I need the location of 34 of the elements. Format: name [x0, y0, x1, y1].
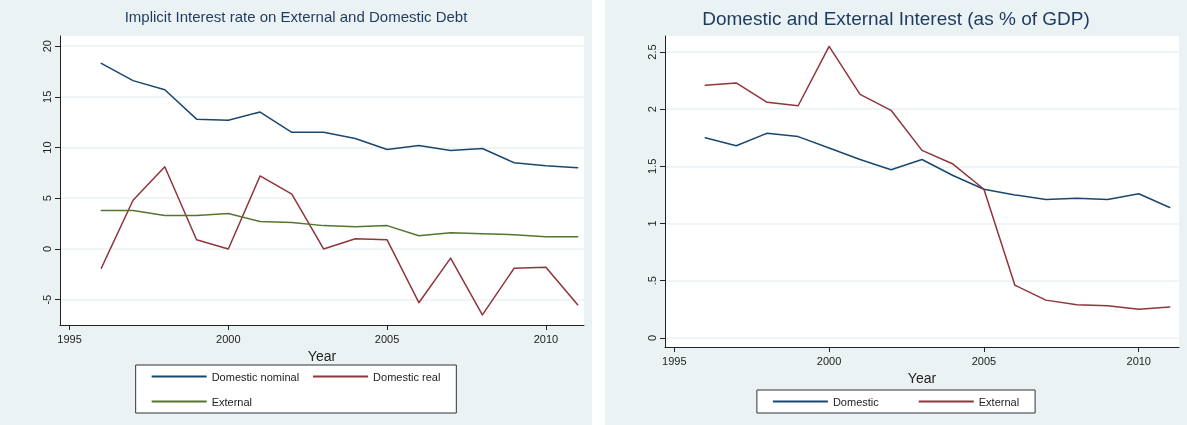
line-series	[704, 45, 1171, 311]
x-tick-label: 2010	[1126, 354, 1151, 367]
y-tick-label: 1.5	[645, 158, 658, 174]
line-series	[100, 209, 579, 238]
x-tick-label: 2000	[816, 354, 842, 367]
legend-label: Domestic nominal	[211, 370, 300, 383]
x-axis-title: Year	[307, 347, 337, 364]
x-tick-label: 2000	[216, 332, 241, 345]
x-tick-label: 2005	[374, 332, 400, 345]
legend-label: Domestic	[832, 395, 880, 408]
x-tick-label: 1995	[57, 332, 82, 345]
legend-label: Domestic real	[373, 370, 441, 383]
y-tick-label: 10	[40, 141, 53, 154]
y-tick-label: 0	[40, 245, 53, 253]
y-tick-label: 0	[645, 334, 658, 341]
y-tick-label: 15	[40, 90, 53, 103]
y-tick-label: 2.5	[645, 44, 658, 60]
x-tick-label: 2010	[533, 332, 559, 345]
line-series	[100, 62, 579, 169]
line-series	[704, 132, 1171, 209]
chart-title: Implicit Interest rate on External and Domestic Debt	[124, 8, 469, 25]
y-tick-label: 5	[40, 195, 53, 202]
y-tick-label: 1	[645, 220, 658, 227]
legend-label: External	[978, 395, 1020, 408]
y-tick-label: 20	[40, 40, 53, 53]
x-tick-label: 2005	[971, 354, 997, 367]
legend-label: External	[211, 395, 253, 408]
x-tick-label: 1995	[662, 354, 687, 367]
y-tick-label: 2	[645, 106, 658, 113]
y-tick-label: .5	[645, 276, 658, 286]
chart-title: Domestic and External Interest (as % of GDP)	[702, 8, 1090, 29]
x-axis-title: Year	[907, 369, 937, 386]
y-tick-label: -5	[40, 294, 53, 305]
line-series	[100, 166, 579, 316]
